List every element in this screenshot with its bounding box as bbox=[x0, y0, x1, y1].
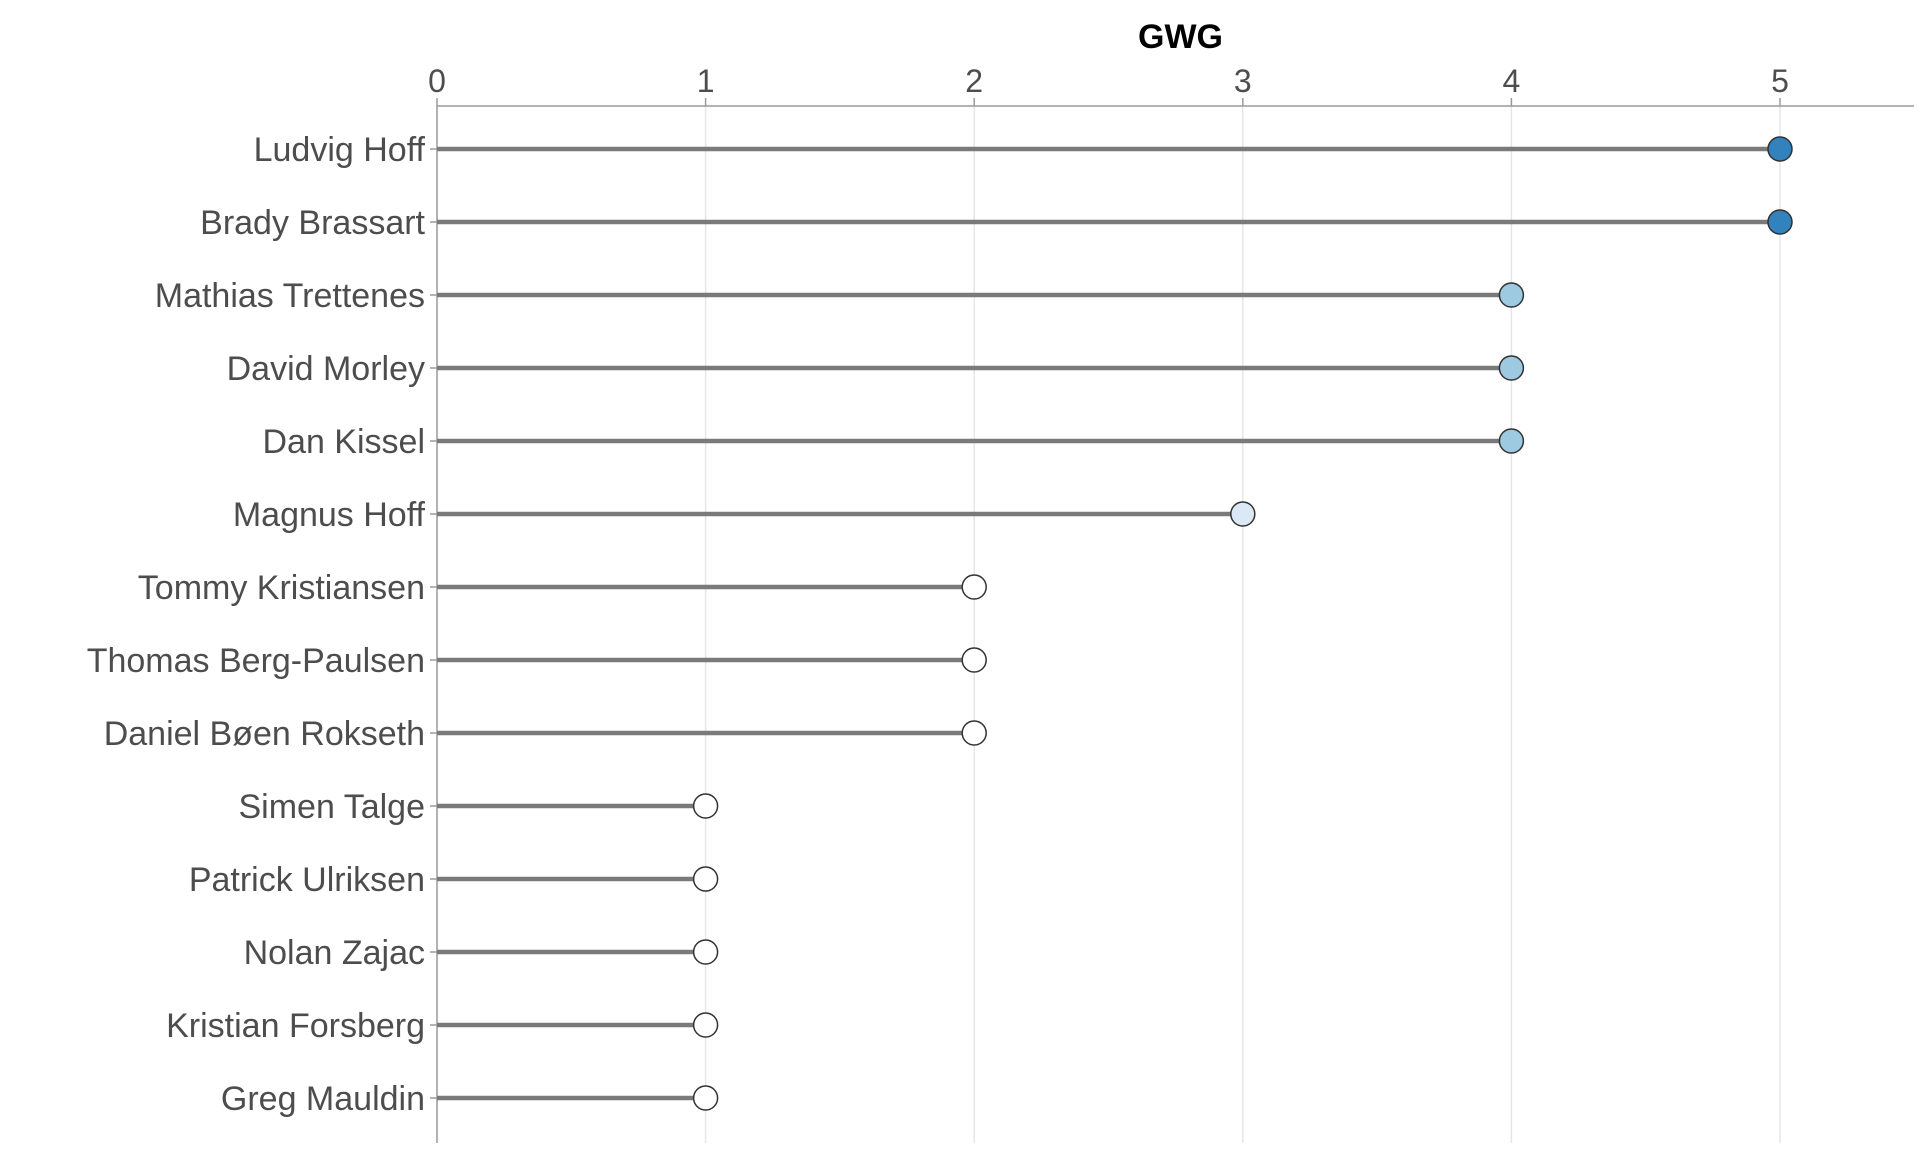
category-label: Kristian Forsberg bbox=[166, 1007, 425, 1045]
point-layer bbox=[692, 136, 1793, 1111]
category-label: Magnus Hoff bbox=[233, 496, 426, 534]
lollipop-point bbox=[692, 1012, 719, 1038]
axis-layer: GWG 0 1 2 3 4 5 bbox=[428, 18, 1914, 1143]
category-label: Brady Brassart bbox=[200, 204, 425, 242]
lollipop-point bbox=[692, 866, 719, 892]
lollipop-point bbox=[692, 1085, 719, 1111]
lollipop-point bbox=[1767, 136, 1793, 162]
x-tick-label: 3 bbox=[1234, 63, 1252, 99]
lollipop-point bbox=[961, 647, 987, 673]
category-label: Dan Kissel bbox=[262, 423, 425, 461]
lollipop-point bbox=[692, 793, 719, 819]
category-label: Nolan Zajac bbox=[244, 934, 425, 972]
category-label: Daniel Bøen Rokseth bbox=[104, 715, 425, 753]
x-tick-label: 4 bbox=[1503, 63, 1521, 99]
lollipop-point bbox=[1767, 209, 1793, 235]
stem-layer bbox=[437, 146, 1780, 1101]
lollipop-point bbox=[1230, 501, 1256, 527]
category-label: Ludvig Hoff bbox=[254, 131, 426, 169]
x-tick-label: 0 bbox=[428, 63, 446, 99]
lollipop-point bbox=[1498, 428, 1525, 454]
lollipop-point bbox=[961, 574, 987, 600]
label-layer: Ludvig Hoff Brady Brassart Mathias Tretten… bbox=[87, 131, 426, 1118]
category-label: Mathias Trettenes bbox=[155, 277, 425, 315]
category-label: Thomas Berg-Paulsen bbox=[87, 642, 425, 680]
category-label: Simen Talge bbox=[239, 788, 426, 826]
category-label: David Morley bbox=[227, 350, 425, 388]
lollipop-point bbox=[692, 939, 719, 965]
category-label: Greg Mauldin bbox=[221, 1080, 425, 1118]
lollipop-point bbox=[961, 720, 987, 746]
x-tick-label: 1 bbox=[697, 63, 715, 99]
category-label: Tommy Kristiansen bbox=[138, 569, 425, 607]
lollipop-point bbox=[1498, 355, 1525, 381]
grid-layer bbox=[704, 106, 1781, 1143]
x-axis-title: GWG bbox=[1138, 18, 1223, 56]
lollipop-point bbox=[1498, 282, 1525, 308]
x-tick-label: 2 bbox=[965, 63, 983, 99]
x-tick-label: 5 bbox=[1771, 63, 1789, 99]
category-label: Patrick Ulriksen bbox=[189, 861, 425, 899]
